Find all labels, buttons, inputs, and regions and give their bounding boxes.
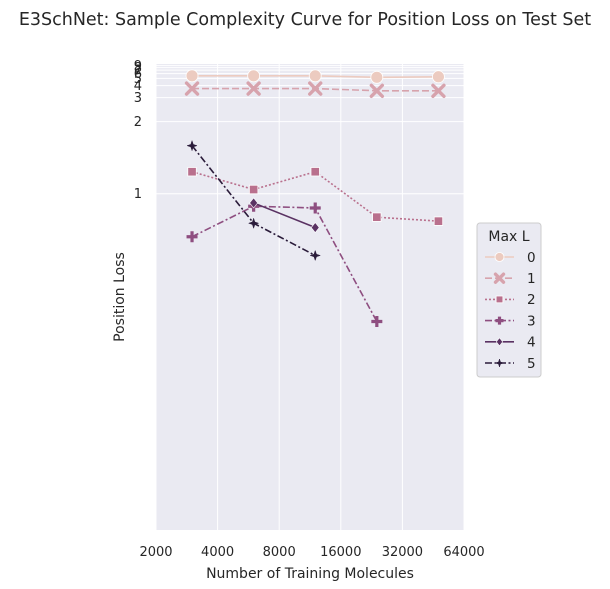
series-4 xyxy=(249,197,320,233)
y-tick-label: 8 xyxy=(134,61,142,76)
data-point xyxy=(185,69,199,83)
legend-marker xyxy=(495,316,504,325)
y-tick-label: 7 xyxy=(134,64,142,79)
data-point xyxy=(247,69,261,83)
y-tick-label: 1 xyxy=(134,187,142,202)
data-point xyxy=(370,70,384,84)
y-tick-label: 2 xyxy=(134,115,142,130)
legend-label: 1 xyxy=(527,271,536,287)
legend-item-1: 1 xyxy=(485,271,536,287)
x-tick-label: 16000 xyxy=(320,545,361,560)
series-2 xyxy=(187,167,444,226)
data-point xyxy=(308,69,322,83)
legend-label: 3 xyxy=(527,313,536,329)
data-point xyxy=(371,316,383,328)
series-0 xyxy=(185,69,445,84)
y-tick-label: 4 xyxy=(134,79,142,94)
legend-item-2: 2 xyxy=(485,292,536,308)
x-tick-label: 8000 xyxy=(263,545,296,560)
legend-label: 0 xyxy=(527,250,536,266)
x-axis-label: Number of Training Molecules xyxy=(206,566,414,582)
legend-label: 2 xyxy=(527,292,536,308)
y-tick-label: 9 xyxy=(134,59,142,74)
data-point xyxy=(433,216,444,226)
series-1 xyxy=(184,81,446,98)
y-tick-label: 6 xyxy=(134,67,142,82)
data-point xyxy=(248,184,259,195)
legend-item-0: 0 xyxy=(485,250,536,266)
legend-marker xyxy=(495,295,504,304)
legend-label: 5 xyxy=(527,356,536,372)
legend-item-5: 5 xyxy=(485,356,536,372)
data-point xyxy=(249,197,259,209)
legend-marker xyxy=(494,358,505,368)
series-line-3 xyxy=(191,205,378,322)
data-point xyxy=(309,202,321,214)
data-point xyxy=(184,81,200,96)
legend-marker xyxy=(495,337,504,347)
y-axis-label: Position Loss xyxy=(112,252,128,342)
data-point xyxy=(310,167,320,177)
data-point xyxy=(247,217,260,230)
x-tick-label: 64000 xyxy=(443,545,484,560)
plot-area xyxy=(156,64,464,530)
series-line-4 xyxy=(253,202,316,229)
x-tick-label: 32000 xyxy=(382,545,423,560)
data-point xyxy=(432,70,445,84)
data-point xyxy=(431,83,446,98)
y-tick-label: 5 xyxy=(134,72,142,87)
data-point xyxy=(309,249,322,262)
legend-marker xyxy=(494,252,505,262)
legend-marker xyxy=(493,272,506,284)
data-point xyxy=(308,81,323,96)
data-point xyxy=(310,222,320,233)
series-5 xyxy=(186,139,322,262)
y-tick-label: 3 xyxy=(134,91,142,106)
data-point xyxy=(186,139,198,152)
series-3 xyxy=(186,200,383,328)
data-point xyxy=(246,81,261,96)
data-point xyxy=(372,212,382,222)
x-tick-label: 2000 xyxy=(139,545,172,560)
x-tick-label: 4000 xyxy=(201,545,234,560)
legend-item-3: 3 xyxy=(485,313,536,329)
legend-title: Max L xyxy=(488,229,529,245)
chart-title: E3SchNet: Sample Complexity Curve for Po… xyxy=(18,10,592,30)
data-point xyxy=(369,83,385,98)
legend-item-4: 4 xyxy=(485,335,536,351)
legend-label: 4 xyxy=(527,335,536,351)
data-point xyxy=(187,167,197,177)
data-point xyxy=(186,231,198,243)
